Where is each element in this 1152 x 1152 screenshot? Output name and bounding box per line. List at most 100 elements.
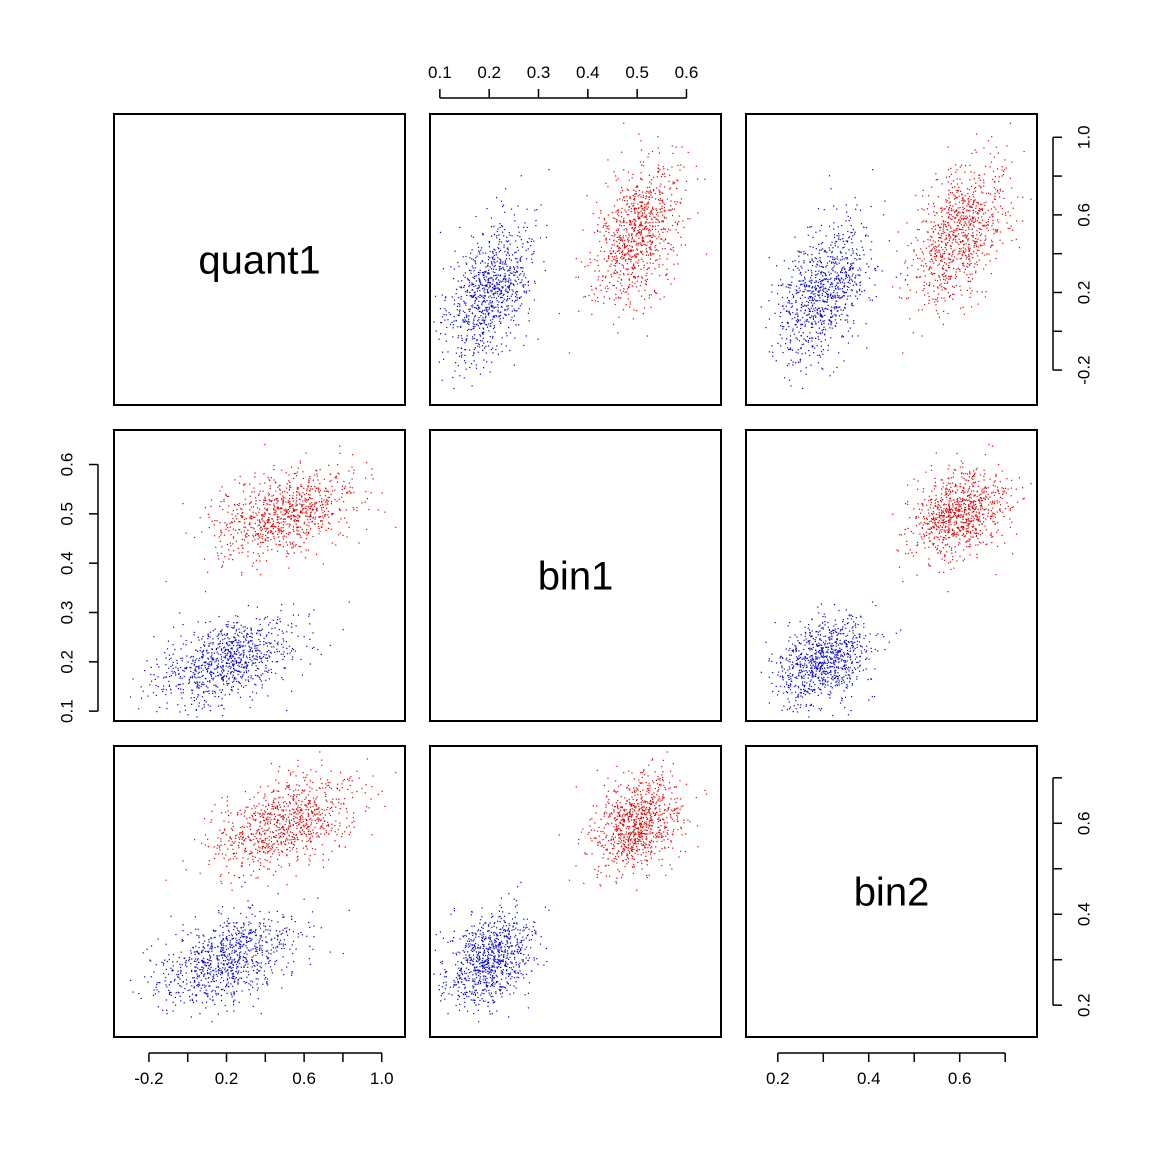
- data-point: [638, 216, 640, 218]
- data-point: [828, 319, 830, 321]
- data-point: [953, 221, 956, 223]
- data-point: [951, 187, 954, 189]
- data-point: [941, 216, 943, 218]
- data-point: [845, 220, 847, 222]
- data-point: [640, 178, 642, 180]
- data-point: [292, 614, 295, 616]
- data-point: [627, 241, 629, 243]
- data-point: [960, 190, 962, 192]
- data-point: [975, 207, 977, 209]
- data-point: [834, 245, 836, 247]
- data-point: [473, 285, 475, 288]
- data-point: [243, 483, 245, 485]
- data-point: [787, 364, 789, 367]
- data-point: [486, 208, 488, 210]
- data-point: [225, 528, 227, 530]
- data-point: [500, 301, 503, 304]
- data-point: [230, 653, 232, 655]
- data-point: [945, 235, 947, 237]
- data-point: [973, 187, 976, 190]
- data-point: [200, 667, 202, 669]
- data-point: [991, 224, 993, 227]
- data-point: [624, 209, 626, 211]
- data-point: [656, 218, 658, 220]
- data-point: [845, 291, 847, 293]
- data-point: [493, 285, 495, 287]
- data-point: [646, 251, 648, 253]
- data-point: [940, 207, 942, 210]
- data-point: [852, 250, 854, 252]
- data-point: [457, 326, 459, 328]
- data-point: [497, 304, 499, 306]
- data-point: [492, 251, 494, 253]
- data-point: [180, 666, 182, 669]
- data-point: [270, 477, 273, 479]
- data-point: [952, 260, 955, 262]
- data-point: [954, 249, 956, 251]
- data-point: [943, 286, 945, 289]
- data-point: [472, 283, 474, 285]
- data-point: [193, 699, 196, 702]
- data-point: [215, 684, 217, 686]
- data-point: [810, 317, 812, 319]
- data-point: [814, 347, 816, 349]
- data-point: [934, 253, 936, 255]
- data-point: [817, 300, 819, 302]
- data-point: [240, 666, 242, 668]
- data-point: [811, 305, 814, 307]
- data-point: [1017, 196, 1019, 198]
- data-point: [590, 262, 592, 264]
- data-point: [295, 520, 297, 522]
- data-point: [966, 235, 968, 237]
- data-point: [483, 297, 486, 299]
- data-point: [656, 238, 658, 240]
- data-point: [651, 253, 653, 255]
- data-point: [290, 543, 292, 545]
- data-point: [834, 303, 836, 305]
- data-point: [640, 206, 642, 208]
- data-point: [240, 659, 242, 661]
- data-point: [994, 229, 996, 231]
- data-point: [968, 201, 970, 203]
- data-point: [622, 290, 624, 292]
- data-point: [840, 271, 842, 273]
- data-point: [830, 316, 832, 318]
- data-point: [477, 296, 479, 298]
- data-point: [528, 290, 531, 292]
- data-point: [628, 209, 630, 211]
- data-point: [619, 289, 621, 291]
- data-point: [349, 486, 351, 488]
- data-point: [477, 271, 479, 274]
- data-point: [322, 517, 325, 519]
- data-point: [253, 658, 255, 660]
- data-point: [458, 265, 460, 267]
- data-point: [177, 667, 179, 670]
- data-point: [657, 219, 659, 221]
- data-point: [780, 324, 782, 327]
- data-point: [264, 530, 267, 532]
- data-point: [285, 487, 288, 489]
- data-point: [645, 226, 647, 228]
- data-point: [508, 285, 511, 287]
- data-point: [955, 164, 957, 166]
- data-point: [643, 307, 646, 309]
- data-point: [928, 213, 930, 215]
- data-point: [661, 173, 664, 176]
- data-point: [626, 244, 628, 247]
- data-point: [478, 277, 480, 279]
- data-point: [971, 290, 973, 292]
- data-point: [658, 221, 660, 223]
- data-point: [482, 274, 484, 276]
- data-point: [266, 645, 269, 647]
- data-point: [293, 472, 295, 475]
- data-point: [837, 277, 839, 279]
- data-point: [656, 209, 658, 212]
- data-point: [626, 188, 628, 190]
- data-point: [948, 265, 950, 267]
- data-point: [652, 262, 654, 265]
- data-point: [924, 303, 926, 306]
- data-point: [502, 300, 504, 302]
- data-point: [205, 622, 207, 624]
- data-point: [657, 147, 659, 149]
- data-point: [507, 252, 509, 254]
